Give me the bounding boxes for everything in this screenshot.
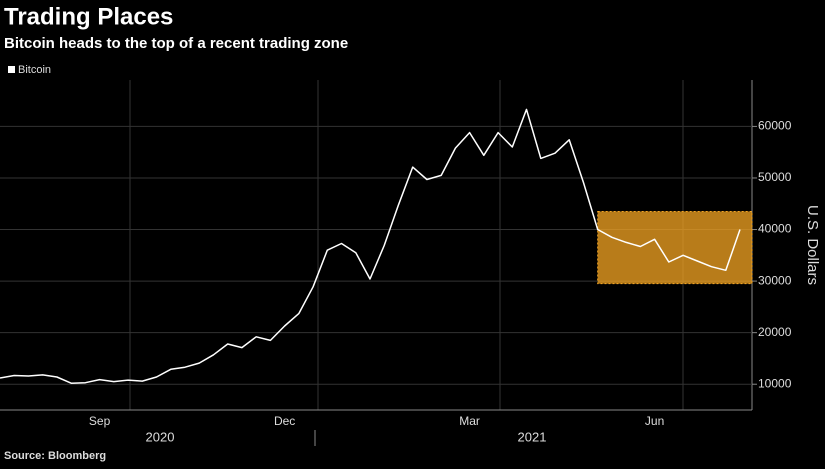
legend-swatch [8, 66, 15, 73]
y-tick-label: 40000 [758, 222, 792, 236]
year-label: 2021 [518, 429, 547, 444]
chart-subtitle: Bitcoin heads to the top of a recent tra… [4, 35, 348, 52]
y-tick-label: 10000 [758, 376, 792, 390]
y-tick-label: 30000 [758, 273, 792, 287]
chart-title: Trading Places [4, 3, 173, 30]
y-tick-label: 50000 [758, 170, 792, 184]
y-axis-label: U.S. Dollars [804, 205, 821, 285]
x-tick-label: Jun [645, 414, 664, 428]
x-tick-label: Dec [274, 414, 295, 428]
trading-zone [597, 210, 753, 285]
legend-label: Bitcoin [18, 64, 51, 76]
line-series [0, 108, 741, 384]
year-label: 2020 [146, 429, 175, 444]
y-tick-label: 20000 [758, 325, 792, 339]
x-tick-label: Sep [89, 414, 111, 428]
x-tick-label: Mar [459, 414, 480, 428]
y-tick-label: 60000 [758, 119, 792, 133]
source: Source: Bloomberg [4, 450, 106, 462]
